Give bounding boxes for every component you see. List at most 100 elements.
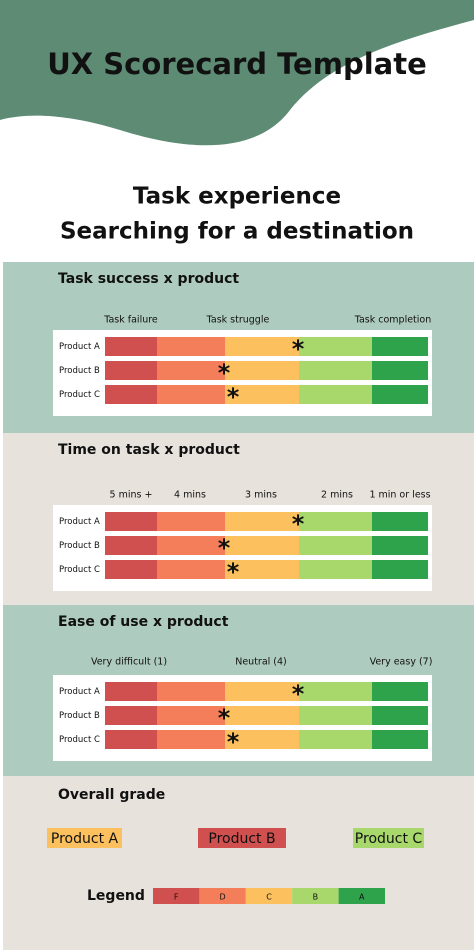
scale-segment [299,361,372,380]
scale-segment [225,385,299,404]
grade-label: Product B [208,831,275,847]
row-label: Product B [59,541,100,551]
scale-segment [299,337,372,356]
legend-grade: A [359,893,365,902]
marker: * [218,704,231,732]
row-label: Product C [59,390,100,400]
grade-box [47,828,122,848]
scale-segment [372,361,428,380]
scale-label: Task failure [103,315,158,326]
scale-segment [372,536,428,555]
row-label: Product B [59,366,100,376]
scale-segment [105,536,157,555]
scale-segment [157,361,225,380]
scale-segment [225,682,299,701]
marker: * [292,510,305,538]
scale-segment [105,512,157,531]
scale-segment [157,337,225,356]
legend-swatch [292,888,339,904]
legend-swatch [338,888,385,904]
legend-grade: B [313,893,319,902]
scale-label: Task struggle [206,315,270,326]
scale-segment [157,706,225,725]
title: UX Scorecard Template [47,47,427,81]
scale-segment [372,730,428,749]
scale-segment [372,560,428,579]
section-heading: Task success x product [58,271,239,287]
scale-segment [372,385,428,404]
scale-segment [225,730,299,749]
scale-segment [225,706,299,725]
scale-segment [105,682,157,701]
scale-label: 1 min or less [369,490,430,501]
scale-segment [105,385,157,404]
scale-segment [105,361,157,380]
scale-segment [105,560,157,579]
subtitle: Task experience [133,184,341,210]
legend-swatch [153,888,200,904]
scale-segment [157,730,225,749]
marker: * [227,558,240,586]
row-label: Product C [59,735,100,745]
row-label: Product C [59,565,100,575]
grade-label: Product C [355,831,423,847]
scale-segment [225,512,299,531]
scale-label: Very easy (7) [370,657,433,668]
row-label: Product A [59,517,100,527]
row-label: Product B [59,711,100,721]
scale-segment [105,730,157,749]
legend-swatch [199,888,246,904]
scale-label: Neutral (4) [235,657,287,668]
grade-box [198,828,286,848]
legend-grade: F [174,893,179,902]
subtitle: Searching for a destination [60,219,414,245]
scale-segment [299,706,372,725]
row-label: Product A [59,687,100,697]
scale-segment [372,512,428,531]
section-heading: Ease of use x product [58,614,229,630]
legend-swatch [245,888,293,904]
scale-segment [299,682,372,701]
scale-label: 4 mins [174,490,206,501]
scale-segment [105,337,157,356]
legend-label: Legend [87,888,145,904]
scale-segment [299,385,372,404]
scale-segment [372,706,428,725]
scale-segment [299,730,372,749]
scale-segment [299,512,372,531]
scale-segment [299,560,372,579]
scale-segment [157,682,225,701]
marker: * [218,359,231,387]
scale-label: 5 mins + [110,490,153,501]
scale-label: 3 mins [245,490,277,501]
section-heading: Time on task x product [58,442,240,458]
marker: * [227,383,240,411]
scale-segment [372,682,428,701]
header-shape [0,0,474,146]
marker: * [218,534,231,562]
legend-grade: D [220,893,226,902]
scale-segment [157,560,225,579]
scale-label: Very difficult (1) [91,657,167,668]
section-bg [3,776,474,950]
scale-segment [225,337,299,356]
scale-label: Task completion [354,315,432,326]
scale-segment [157,512,225,531]
section-heading: Overall grade [58,787,165,803]
legend-grade: C [266,893,272,902]
marker: * [292,335,305,363]
marker: * [227,728,240,756]
scale-segment [157,536,225,555]
scale-segment [372,337,428,356]
scale-segment [157,385,225,404]
scale-segment [105,706,157,725]
marker: * [292,680,305,708]
scale-segment [299,536,372,555]
scale-label: 2 mins [321,490,353,501]
scale-segment [225,560,299,579]
grade-label: Product A [51,831,119,847]
scale-segment [225,536,299,555]
row-label: Product A [59,342,100,352]
grade-box [353,828,424,848]
